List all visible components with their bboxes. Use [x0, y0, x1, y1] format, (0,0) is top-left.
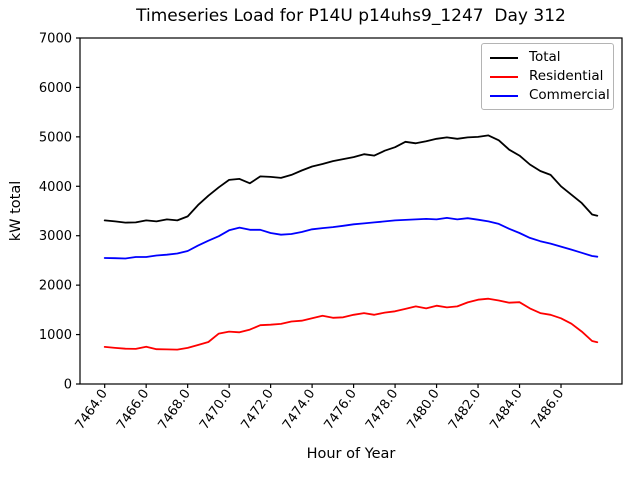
- y-tick-label: 5000: [39, 130, 72, 145]
- x-tick-label: 7476.0: [321, 387, 359, 433]
- x-tick-label: 7484.0: [487, 387, 525, 433]
- total-line: [103, 134, 599, 224]
- y-axis-label: kW total: [8, 180, 24, 242]
- chart-title: Timeseries Load for P14U p14uhs9_1247 Da…: [136, 6, 566, 26]
- y-tick-label: 6000: [39, 81, 72, 96]
- x-tick-label: 7474.0: [280, 387, 318, 433]
- x-tick-label: 7472.0: [239, 387, 277, 433]
- x-tick-label: 7478.0: [363, 387, 401, 433]
- y-tick-label: 7000: [39, 32, 72, 47]
- y-tick-label: 4000: [39, 180, 72, 195]
- legend-label-residential: Residential: [529, 67, 604, 84]
- x-tick-label: 7468.0: [156, 387, 194, 433]
- legend-label-commercial: Commercial: [529, 86, 610, 103]
- residential-line: [103, 297, 599, 351]
- y-tick-label: 0: [64, 378, 72, 393]
- y-tick-label: 2000: [39, 279, 72, 294]
- commercial-line: [103, 216, 599, 260]
- x-tick-label: 7480.0: [404, 387, 442, 433]
- legend-swatch-total-icon: [490, 56, 518, 59]
- legend-item-commercial: Commercial: [490, 88, 610, 103]
- legend-swatch-commercial-icon: [490, 94, 518, 97]
- legend-label-total: Total: [529, 48, 561, 65]
- x-tick-label: 7466.0: [114, 387, 152, 433]
- legend: Total Residential Commercial: [481, 43, 614, 110]
- plot-border: [79, 37, 623, 385]
- x-tick-label: 7464.0: [73, 387, 111, 433]
- y-tick-label: 1000: [39, 328, 72, 343]
- legend-item-residential: Residential: [490, 67, 605, 84]
- legend-swatch-residential-icon: [490, 75, 518, 78]
- x-tick-label: 7482.0: [446, 387, 484, 433]
- x-axis-label: Hour of Year: [306, 446, 396, 462]
- x-tick-label: 7486.0: [529, 387, 567, 433]
- y-tick-label: 3000: [39, 229, 72, 244]
- x-tick-label: 7470.0: [197, 387, 235, 433]
- legend-item-total: Total: [490, 48, 605, 65]
